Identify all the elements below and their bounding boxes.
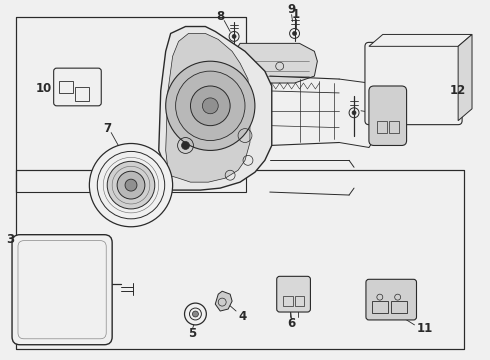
Bar <box>59 81 73 93</box>
Circle shape <box>185 303 206 325</box>
Circle shape <box>191 86 230 126</box>
Text: 2: 2 <box>377 106 385 119</box>
Text: 11: 11 <box>416 322 433 336</box>
Bar <box>283 296 293 306</box>
Circle shape <box>352 111 356 115</box>
Text: 4: 4 <box>238 310 246 324</box>
Text: 9: 9 <box>288 3 296 16</box>
Bar <box>391 301 407 313</box>
Circle shape <box>117 171 145 199</box>
FancyBboxPatch shape <box>12 235 112 345</box>
Bar <box>294 296 304 306</box>
Text: 5: 5 <box>188 327 196 340</box>
Text: 10: 10 <box>35 82 51 95</box>
Text: 12: 12 <box>450 85 466 98</box>
Bar <box>75 87 89 101</box>
Bar <box>372 301 388 313</box>
FancyBboxPatch shape <box>369 86 407 145</box>
Bar <box>16 17 246 192</box>
Circle shape <box>202 98 218 114</box>
FancyBboxPatch shape <box>54 68 101 106</box>
Circle shape <box>182 141 190 149</box>
Text: 8: 8 <box>216 10 224 23</box>
Circle shape <box>293 31 296 35</box>
Bar <box>439 93 450 101</box>
Circle shape <box>107 161 155 209</box>
FancyBboxPatch shape <box>277 276 311 312</box>
Bar <box>16 17 246 192</box>
Circle shape <box>175 71 245 140</box>
Bar <box>16 170 464 349</box>
Bar <box>16 170 464 349</box>
Bar <box>377 121 387 132</box>
Circle shape <box>89 144 172 227</box>
Polygon shape <box>215 291 232 311</box>
Circle shape <box>232 35 236 39</box>
Polygon shape <box>458 35 472 121</box>
Bar <box>389 121 399 132</box>
Circle shape <box>166 61 255 150</box>
Text: 1: 1 <box>292 8 299 21</box>
Text: 3: 3 <box>6 233 14 246</box>
Polygon shape <box>230 43 318 83</box>
Text: 6: 6 <box>288 318 296 330</box>
FancyBboxPatch shape <box>366 279 416 320</box>
Polygon shape <box>159 27 272 190</box>
Polygon shape <box>369 35 472 46</box>
FancyBboxPatch shape <box>365 42 462 125</box>
Circle shape <box>193 311 198 317</box>
Polygon shape <box>166 33 250 182</box>
Circle shape <box>125 179 137 191</box>
Text: 7: 7 <box>103 122 111 135</box>
